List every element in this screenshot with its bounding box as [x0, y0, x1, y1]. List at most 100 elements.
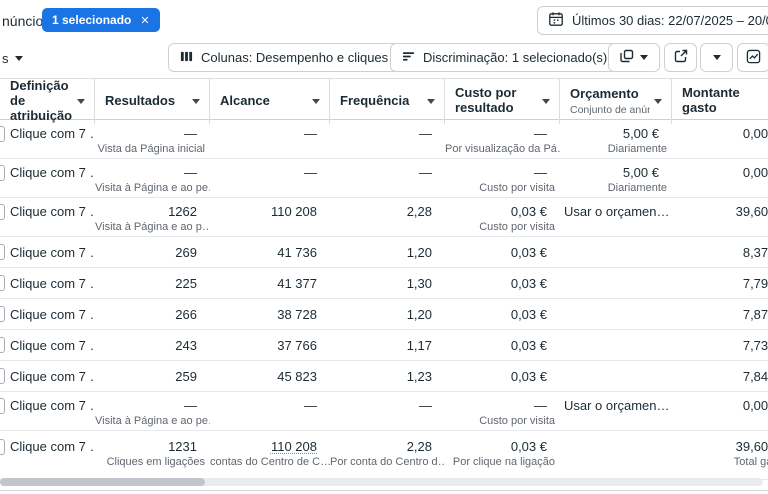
duplicate-icon	[620, 49, 634, 66]
cell-amount-spent: 7,79 €	[742, 275, 768, 291]
cell-budget	[560, 299, 672, 329]
cell-reach: —	[304, 165, 317, 180]
col-label: Resultados	[105, 92, 176, 108]
table-row[interactable]: Clique com 7 … — Visita à Página e ao pe……	[0, 159, 768, 198]
reach-total-tooltip-value[interactable]: 110 208	[270, 439, 317, 454]
col-header-attribution[interactable]: Definição de atribuição	[0, 78, 95, 124]
sort-icon	[312, 98, 320, 104]
cell-cost-per-result: 0,03 € Por clique na ligação	[452, 439, 555, 468]
cell-budget: Usar o orçamen…	[564, 398, 670, 413]
cell-cost-per-result: 0,03 €	[510, 244, 547, 260]
cell-cost-per-result: 0,03 €	[510, 275, 547, 291]
cell-reach: —	[304, 126, 317, 141]
col-label: Alcance	[220, 92, 270, 108]
chart-button[interactable]	[737, 43, 768, 72]
cell-reach: 45 823	[277, 368, 317, 384]
columns-button-label: Colunas: Desempenho e cliques	[201, 50, 389, 65]
cell-budget	[560, 237, 672, 267]
sort-icon	[77, 98, 85, 104]
col-header-budget[interactable]: Orçamento Conjunto de anúnci…	[560, 79, 672, 124]
row-checkbox[interactable]	[0, 306, 5, 322]
col-header-cost-per-result[interactable]: Custo por resultado	[445, 79, 560, 124]
cell-budget	[560, 268, 672, 298]
cropped-dropdown-label: s	[2, 51, 9, 66]
chart-icon	[746, 49, 761, 67]
row-checkbox[interactable]	[0, 275, 5, 291]
cell-attribution: Clique com 7 …	[10, 439, 95, 454]
tab-label-fragment[interactable]: núncios	[2, 13, 51, 29]
cell-frequency: 1,30	[406, 275, 432, 291]
row-checkbox[interactable]	[0, 398, 5, 414]
close-icon[interactable]: ✕	[140, 14, 150, 27]
cell-frequency: 1,17	[406, 337, 432, 353]
row-checkbox[interactable]	[0, 368, 5, 384]
selected-filter-chip[interactable]: 1 selecionado ✕	[42, 8, 160, 32]
col-label: Custo por resultado	[455, 85, 517, 116]
duplicate-button[interactable]	[608, 43, 660, 72]
breakdown-button-label: Discriminação: 1 selecionado(s)	[423, 50, 608, 65]
columns-icon	[180, 50, 193, 66]
table-row[interactable]: Clique com 7 … 225 41 377 1,30 0,03 € 7,…	[0, 268, 768, 299]
horizontal-scrollbar-thumb[interactable]	[0, 478, 205, 486]
date-range-button[interactable]: Últimos 30 dias: 22/07/2025 – 20/08/2025	[537, 6, 768, 35]
cell-frequency: 2,28 Por conta do Centro d…	[330, 439, 445, 468]
cell-reach: 110 208	[270, 204, 317, 219]
table-row[interactable]: Clique com 7 … — Vista da Página inicial …	[0, 120, 768, 159]
col-label: Orçamento	[570, 85, 639, 101]
cell-budget: 5,00 € Diariamente	[607, 165, 667, 194]
table-row[interactable]: Clique com 7 … 266 38 728 1,20 0,03 € 7,…	[0, 299, 768, 330]
breakdown-button[interactable]: Discriminação: 1 selecionado(s)	[390, 43, 636, 72]
breakdown-icon	[402, 50, 415, 66]
row-checkbox[interactable]	[0, 204, 5, 220]
more-dropdown-button[interactable]	[700, 43, 733, 72]
row-checkbox[interactable]	[0, 165, 5, 181]
cell-cost-per-result: 0,03 € Custo por visita	[479, 204, 555, 233]
cell-amount-spent: 39,60 €	[735, 204, 768, 219]
row-checkbox[interactable]	[0, 244, 5, 260]
table-row[interactable]: Clique com 7 … — Visita à Página e ao pe……	[0, 392, 768, 431]
cell-reach: 38 728	[277, 306, 317, 322]
table-row[interactable]: Clique com 7 … 259 45 823 1,23 0,03 € 7,…	[0, 361, 768, 392]
sort-icon	[427, 98, 435, 104]
table-summary-row[interactable]: Clique com 7 … 1231 Cliques em ligações 1…	[0, 431, 768, 480]
cell-amount-spent: 0,00 €	[742, 398, 768, 413]
col-header-frequency[interactable]: Frequência	[330, 79, 445, 124]
cell-cost-per-result: 0,03 €	[510, 306, 547, 322]
sort-icon	[654, 98, 662, 104]
cell-cost-per-result: — Por visualização da Pá…	[445, 126, 560, 155]
export-button[interactable]	[664, 43, 697, 72]
cell-frequency: —	[419, 165, 432, 180]
cell-results: 266	[175, 306, 197, 322]
row-checkbox[interactable]	[0, 126, 5, 142]
row-checkbox[interactable]	[0, 439, 5, 455]
cell-results: 1231 Cliques em ligações	[106, 439, 205, 468]
table-row[interactable]: Clique com 7 … 243 37 766 1,17 0,03 € 7,…	[0, 330, 768, 361]
cell-results: 225	[175, 275, 197, 291]
row-checkbox[interactable]	[0, 337, 5, 353]
chevron-down-icon	[14, 56, 23, 61]
cell-frequency: —	[419, 126, 432, 141]
col-header-results[interactable]: Resultados	[95, 79, 210, 124]
cell-attribution: Clique com 7 …	[10, 165, 95, 180]
cell-amount-spent: 7,84 €	[742, 368, 768, 384]
cell-attribution: Clique com 7 …	[10, 337, 95, 353]
col-header-reach[interactable]: Alcance	[210, 79, 330, 124]
cropped-dropdown[interactable]: s	[2, 51, 23, 66]
col-header-amount-spent[interactable]: Montante gasto	[672, 79, 768, 124]
calendar-icon	[548, 11, 564, 30]
cell-frequency: 1,20	[406, 244, 432, 260]
cell-amount-spent: 8,37 €	[742, 244, 768, 260]
cell-results: 1262 Visita à Página e ao p…	[95, 204, 210, 233]
cell-amount-spent: 7,73 €	[742, 337, 768, 353]
col-label: Definição de atribuição	[10, 78, 73, 123]
cell-attribution: Clique com 7 …	[10, 126, 95, 141]
cell-attribution: Clique com 7 …	[10, 306, 95, 322]
cell-reach: 41 736	[277, 244, 317, 260]
table-row[interactable]: Clique com 7 … 1262 Visita à Página e ao …	[0, 198, 768, 237]
table-row[interactable]: Clique com 7 … 269 41 736 1,20 0,03 € 8,…	[0, 237, 768, 268]
date-range-label: Últimos 30 dias: 22/07/2025 – 20/08/2025	[572, 13, 768, 28]
export-icon	[674, 49, 688, 66]
columns-button[interactable]: Colunas: Desempenho e cliques	[168, 43, 417, 72]
horizontal-scrollbar-track[interactable]	[0, 478, 763, 486]
cell-results: 243	[175, 337, 197, 353]
